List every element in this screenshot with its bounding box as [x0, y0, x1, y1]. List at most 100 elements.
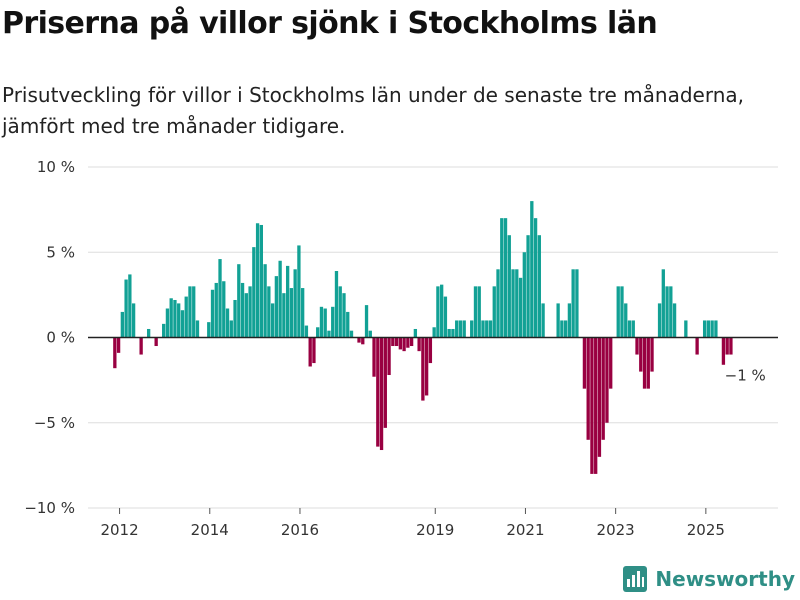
bar [120, 311, 124, 338]
last-value-annotation: −1 % [725, 367, 766, 385]
bar [567, 303, 572, 338]
bar [259, 224, 263, 338]
bar [267, 286, 271, 338]
bar [642, 337, 647, 389]
bar [312, 337, 316, 364]
bar [413, 328, 418, 338]
newsworthy-logo-icon [623, 566, 648, 592]
bar [240, 282, 245, 338]
bar [616, 286, 620, 338]
bar [304, 325, 309, 338]
bar [346, 311, 350, 338]
x-tick-label: 2012 [100, 521, 138, 539]
bar [372, 337, 376, 377]
bar [477, 286, 481, 338]
bar [323, 308, 327, 338]
bar [327, 330, 331, 338]
bar [650, 337, 654, 372]
bar [146, 328, 151, 338]
bar [473, 286, 478, 338]
bar [684, 320, 688, 338]
bar [398, 337, 402, 350]
bar [270, 303, 275, 338]
bar [229, 320, 233, 338]
bar [237, 264, 241, 338]
bar [428, 337, 433, 364]
bar [515, 269, 519, 338]
bar [624, 303, 628, 338]
bar [440, 284, 444, 338]
bar [729, 337, 733, 355]
bar [511, 269, 515, 338]
y-tick-label: 10 % [37, 158, 75, 176]
y-tick-label: −5 % [34, 414, 75, 432]
bar [379, 337, 384, 451]
x-tick-label: 2014 [191, 521, 229, 539]
bar [293, 269, 297, 338]
bar [402, 337, 406, 352]
bar [361, 337, 365, 345]
bar [368, 330, 372, 338]
bar [533, 218, 538, 338]
bar [364, 305, 369, 338]
bar [162, 323, 166, 338]
bar [582, 337, 587, 389]
bar [447, 328, 451, 338]
bar [113, 337, 117, 369]
bar [424, 337, 429, 396]
bar [462, 320, 466, 338]
bar [139, 337, 143, 355]
bar [394, 337, 399, 347]
bar [714, 320, 718, 338]
bar [301, 288, 305, 338]
bar [672, 303, 677, 338]
bar [665, 286, 669, 338]
bar [530, 201, 534, 338]
bar [503, 218, 508, 338]
bar [376, 337, 380, 447]
bar [432, 327, 436, 338]
bar [319, 306, 324, 338]
bar [297, 245, 301, 338]
bar [601, 337, 605, 440]
bar [507, 235, 511, 338]
bar [639, 337, 643, 372]
bar [571, 269, 575, 338]
bar [597, 337, 602, 457]
bar [338, 286, 342, 338]
bar [214, 282, 218, 338]
bar [518, 277, 523, 338]
newsworthy-logo: Newsworthy [623, 566, 795, 592]
bar [657, 303, 662, 338]
brand-name: Newsworthy [655, 567, 795, 591]
bar [458, 320, 463, 338]
bar [635, 337, 639, 355]
bar [721, 337, 726, 365]
bar [436, 286, 440, 338]
x-tick-label: 2016 [281, 521, 319, 539]
bar [263, 264, 267, 338]
bar [725, 337, 729, 355]
bar [285, 265, 290, 338]
bar [605, 337, 609, 423]
bar [357, 337, 361, 343]
bar [586, 337, 590, 440]
bar [222, 281, 226, 338]
bar [631, 320, 635, 338]
y-tick-label: −10 % [24, 499, 75, 517]
bar [590, 337, 594, 474]
bar [496, 269, 500, 338]
bar [282, 293, 286, 338]
bar [218, 259, 222, 338]
y-tick-label: 0 % [46, 329, 75, 347]
bar [669, 286, 673, 338]
bar [210, 289, 215, 338]
bar [278, 260, 282, 338]
x-tick-label: 2023 [597, 521, 635, 539]
bar [409, 337, 414, 347]
chart-subtitle: Prisutveckling för villor i Stockholms l… [2, 83, 744, 138]
bar [500, 218, 504, 338]
bar [485, 320, 489, 338]
bar [620, 286, 624, 338]
bar [169, 298, 173, 338]
